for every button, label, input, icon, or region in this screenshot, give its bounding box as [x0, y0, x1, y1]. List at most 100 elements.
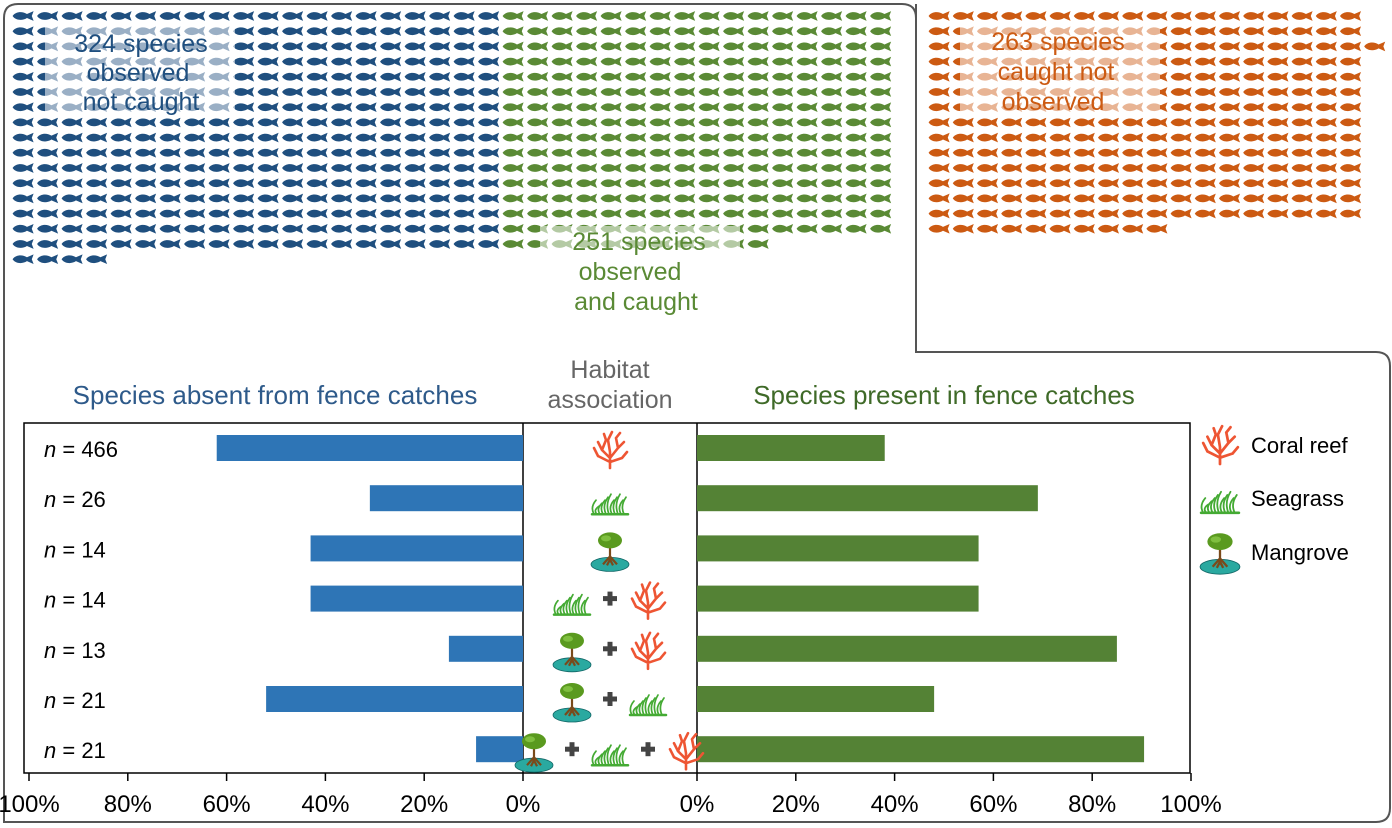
fish-icon — [1001, 178, 1023, 189]
fish-icon — [478, 11, 500, 21]
fish-icon — [1001, 117, 1023, 128]
fish-icon — [306, 178, 328, 189]
seagrass-icon — [1199, 490, 1241, 515]
fish-icon — [1097, 193, 1120, 204]
fish-icon — [747, 223, 769, 234]
fish-icon — [845, 223, 867, 234]
fish-icon — [845, 193, 867, 204]
fish-icon — [502, 208, 524, 219]
fish-icon — [1291, 11, 1313, 21]
coral-reef-icon — [592, 430, 629, 470]
fish-icon — [233, 87, 255, 97]
fish-icon — [453, 117, 475, 128]
fish-icon — [184, 178, 206, 189]
fish-icon — [380, 147, 402, 158]
fish-icon — [1170, 41, 1192, 52]
fish-icon — [821, 208, 843, 219]
fish-icon — [747, 147, 769, 158]
fish-icon — [208, 11, 230, 21]
bars-absent — [216, 435, 523, 763]
fish-icon — [380, 87, 402, 97]
fish-icon — [1073, 223, 1095, 234]
fish-icon — [870, 71, 892, 82]
fish-icon — [1049, 132, 1071, 143]
fish-icon — [527, 132, 549, 143]
fish-icon — [1267, 41, 1289, 52]
fish-icon — [233, 163, 255, 173]
fish-icon — [184, 208, 206, 219]
fish-icon — [747, 117, 769, 128]
fish-icon — [355, 147, 377, 158]
fish-icon — [976, 223, 999, 234]
fish-icon — [1315, 163, 1337, 173]
fish-icon — [429, 132, 451, 143]
fish-icon — [478, 223, 500, 234]
label-line: observed — [579, 258, 682, 286]
fish-icon — [1218, 102, 1241, 113]
fish-icon — [551, 163, 573, 173]
fish-icon — [453, 178, 475, 189]
fish-icon — [12, 208, 34, 219]
fish-icon — [576, 56, 598, 67]
fish-icon — [404, 56, 426, 67]
fish-icon — [429, 208, 451, 219]
fish-icon — [928, 41, 950, 52]
fish-icon — [135, 163, 157, 173]
fish-icon — [110, 163, 132, 173]
fish-icon — [747, 239, 769, 249]
fish-icon — [355, 239, 377, 249]
fish-icon — [306, 239, 328, 249]
fish-icon — [1025, 223, 1047, 234]
fish-icon — [61, 11, 83, 21]
fish-icon — [796, 178, 818, 189]
tick-label-left: 0% — [506, 791, 541, 818]
fish-icon — [1194, 208, 1216, 219]
tick-label-right: 20% — [772, 791, 820, 818]
fish-icon — [1049, 193, 1071, 204]
fish-icon — [576, 26, 598, 37]
fish-icon — [233, 41, 255, 52]
fish-icon — [1267, 208, 1289, 219]
fish-icon — [233, 223, 255, 234]
fish-icon — [723, 178, 745, 189]
fish-icon — [772, 11, 794, 21]
fish-icon — [282, 239, 304, 249]
fish-icon — [37, 132, 59, 143]
tick-label-right: 40% — [871, 791, 919, 818]
fish-icon — [478, 178, 500, 189]
fish-icon — [502, 56, 524, 67]
fish-icon — [576, 71, 598, 82]
fish-icon — [1267, 132, 1289, 143]
fish-icon — [478, 147, 500, 158]
fish-icon — [1194, 26, 1216, 37]
fish-icon — [527, 163, 549, 173]
fish-icon — [1025, 147, 1047, 158]
fish-icon — [698, 102, 720, 113]
bar-present — [697, 535, 979, 562]
label-line: caught not — [998, 58, 1115, 86]
fish-icon — [1339, 26, 1362, 37]
fish-icon — [233, 147, 255, 158]
fish-icon — [135, 117, 157, 128]
fish-icon — [845, 147, 867, 158]
bar-absent — [310, 585, 523, 612]
fish-icon — [306, 11, 328, 21]
tick-label-right: 60% — [969, 791, 1017, 818]
fish-icon — [821, 117, 843, 128]
fish-icon — [12, 11, 34, 21]
fish-icon — [184, 11, 206, 21]
fish-icon — [429, 223, 451, 234]
fish-icon — [928, 208, 950, 219]
fish-icon — [86, 223, 108, 234]
fish-icon — [796, 41, 818, 52]
fish-icon — [821, 178, 843, 189]
fish-icon — [257, 223, 279, 234]
fish-icon — [110, 239, 132, 249]
fish-icon — [821, 163, 843, 173]
fish-icon — [233, 11, 255, 21]
fish-icon — [747, 102, 769, 113]
fish-icon — [86, 147, 108, 158]
fish-icon — [747, 87, 769, 97]
fish-icon — [551, 208, 573, 219]
fish-icon — [86, 178, 108, 189]
